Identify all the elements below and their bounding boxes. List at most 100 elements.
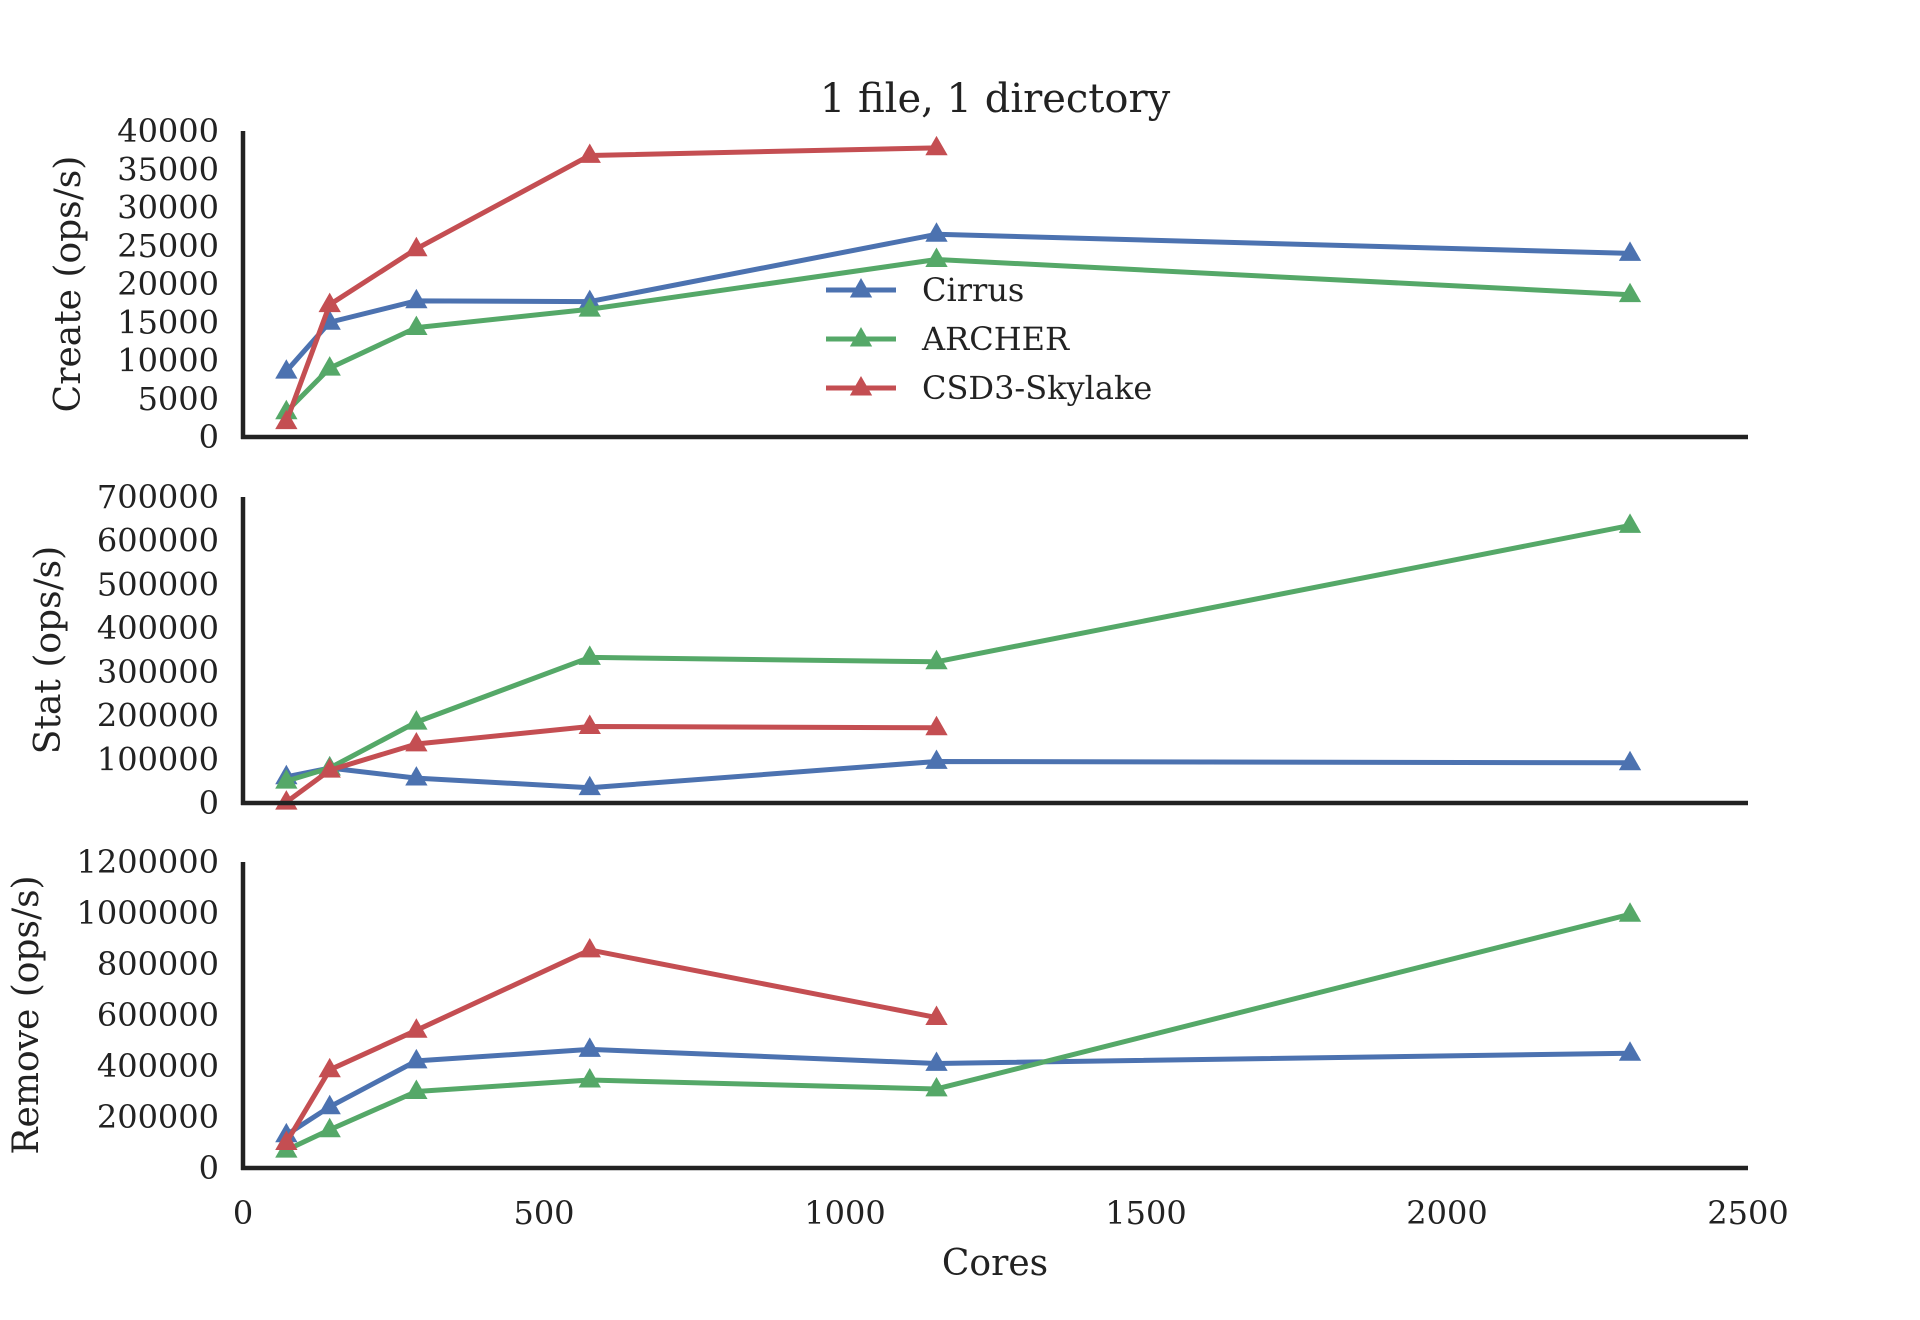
y-axis-label: Create (ops/s) (48, 156, 89, 413)
data-point (925, 1076, 948, 1097)
y-tick-label: 10000 (117, 342, 219, 380)
data-point (1618, 902, 1642, 922)
data-point (275, 1130, 298, 1150)
y-tick-label: 600000 (97, 522, 219, 560)
y-tick-label: 0 (199, 784, 219, 822)
data-point (405, 731, 428, 752)
data-point (275, 769, 298, 789)
panels: 0500010000150002000025000300003500040000… (6, 112, 1789, 1232)
data-point (925, 135, 948, 156)
data-point (318, 1117, 341, 1138)
data-point (578, 297, 601, 317)
y-tick-label: 1200000 (76, 843, 219, 881)
data-point (1618, 1041, 1642, 1061)
series-line (283, 911, 1633, 1153)
x-axis-label: Cores (942, 1243, 1048, 1284)
panel-1: 0500010000150002000025000300003500040000… (48, 112, 1748, 456)
y-axis-label: Remove (ops/s) (6, 875, 47, 1154)
data-point (578, 143, 601, 163)
legend-label: CSD3-Skylake (922, 369, 1152, 407)
data-point (578, 937, 601, 958)
data-point (318, 1094, 341, 1115)
data-point (925, 649, 948, 670)
data-point (1618, 513, 1642, 533)
data-point (318, 292, 341, 313)
y-tick-label: 0 (199, 418, 219, 456)
series-csd3-skylake (275, 135, 948, 430)
data-point (1618, 282, 1642, 303)
legend: Cirrus ARCHER CSD3-Skylake (826, 271, 1152, 407)
y-tick-label: 35000 (117, 150, 219, 188)
data-point (405, 315, 428, 336)
x-tick-label: 500 (513, 1194, 574, 1232)
data-point (1618, 750, 1642, 771)
y-axis-label: Stat (ops/s) (28, 546, 69, 754)
series-cirrus (275, 1037, 1642, 1143)
panel-2: 0 100000 200000 300000 400000 500000 600000 700… (28, 478, 1748, 822)
series-line (283, 145, 940, 425)
x-tick-label: 2000 (1406, 1194, 1487, 1232)
legend-item: CSD3-Skylake (826, 369, 1152, 407)
x-tick-label: 1000 (804, 1194, 885, 1232)
data-point (318, 1057, 341, 1078)
y-tick-label: 20000 (117, 265, 219, 303)
series-archer (275, 247, 1642, 420)
x-tick-label: 0 (233, 1194, 253, 1232)
series-line (283, 522, 1633, 784)
series-line (283, 1046, 1633, 1138)
data-point (578, 775, 601, 796)
y-tick-label: 200000 (97, 1098, 219, 1136)
data-point (925, 222, 948, 242)
data-point (275, 359, 298, 379)
chart-title: 1 file, 1 directory (820, 76, 1171, 122)
data-point (318, 758, 341, 778)
data-point (925, 247, 948, 267)
data-point (275, 399, 298, 420)
x-tick-label: 2500 (1707, 1194, 1788, 1232)
series-csd3-skylake (275, 937, 948, 1150)
y-tick-label: 500000 (97, 565, 219, 603)
data-point (405, 1079, 428, 1099)
data-point (405, 288, 428, 309)
panel-3: 0 200000 400000 600000 800000 1000000 1200000 R… (6, 843, 1789, 1232)
legend-item: ARCHER (826, 320, 1070, 358)
series-line (283, 947, 940, 1145)
y-tick-label: 200000 (97, 697, 219, 735)
y-tick-label: 800000 (97, 945, 219, 983)
data-point (405, 766, 428, 786)
data-point (578, 1037, 601, 1057)
y-tick-label: 0 (199, 1149, 219, 1187)
y-tick-label: 300000 (97, 653, 219, 691)
y-tick-label: 1000000 (76, 894, 219, 932)
data-point (405, 1048, 428, 1069)
legend-marker (849, 376, 873, 396)
y-tick-label: 400000 (97, 609, 219, 647)
data-point (925, 1051, 948, 1071)
data-point (318, 356, 341, 376)
legend-label: ARCHER (921, 320, 1070, 358)
data-point (578, 714, 601, 734)
series-archer (275, 513, 1642, 789)
series-cirrus (275, 749, 1642, 796)
data-point (925, 1005, 948, 1025)
y-tick-label: 700000 (97, 478, 219, 516)
series-csd3-skylake (275, 714, 948, 810)
y-tick-label: 30000 (117, 189, 219, 227)
y-tick-label: 600000 (97, 996, 219, 1034)
series-archer (275, 902, 1642, 1158)
data-point (405, 1018, 428, 1038)
y-tick-label: 25000 (117, 227, 219, 265)
data-point (275, 790, 298, 810)
data-point (925, 715, 948, 736)
y-tick-label: 400000 (97, 1047, 219, 1085)
y-tick-label: 15000 (117, 303, 219, 341)
data-point (578, 1068, 601, 1088)
x-tick-label: 1500 (1105, 1194, 1186, 1232)
data-point (405, 710, 428, 730)
data-point (578, 645, 601, 665)
legend-label: Cirrus (922, 271, 1024, 309)
series-line (283, 758, 1633, 791)
legend-marker (849, 278, 873, 298)
data-point (405, 236, 428, 257)
